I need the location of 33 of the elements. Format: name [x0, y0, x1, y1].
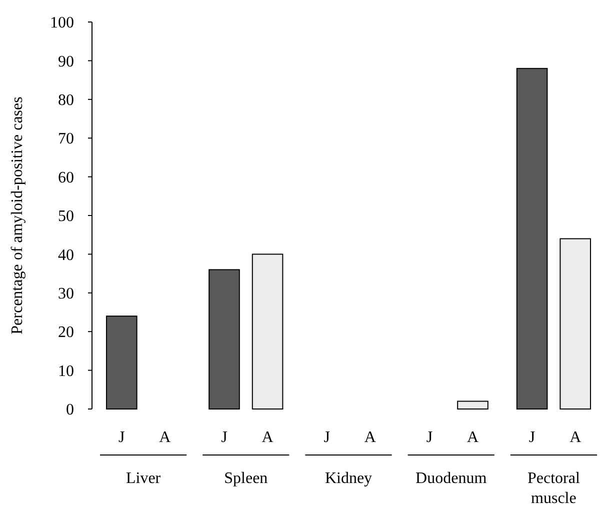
bar	[106, 316, 138, 410]
y-tick-label: 30	[58, 286, 74, 302]
y-tick-label: 0	[66, 402, 74, 419]
y-tick-label: 100	[50, 14, 74, 32]
text: A	[159, 429, 171, 446]
y-tick-label: 40	[58, 246, 74, 264]
y-tick-label: 80	[58, 92, 74, 109]
y-tick-label: 10	[58, 362, 74, 380]
bar	[560, 238, 592, 410]
text: J	[528, 429, 536, 446]
bar	[208, 269, 240, 410]
text: J	[221, 429, 228, 446]
bar	[457, 400, 488, 410]
series-label: J	[118, 429, 125, 446]
x-tick-label: Spleen	[224, 470, 268, 487]
x-tick-label: Duodenum	[416, 470, 488, 487]
y-axis-title: Percentage of amyloid-positive cases	[9, 96, 26, 334]
y-tick-label: 50	[58, 208, 74, 226]
text: J	[426, 429, 433, 446]
x-tick-label: Liver	[126, 470, 162, 487]
x-tick-label: Kidney	[324, 470, 372, 487]
y-tick-label: 70	[58, 130, 74, 148]
series-label: A	[262, 429, 274, 446]
y-tick-label: 90	[58, 53, 74, 70]
text: J	[324, 429, 330, 446]
text: A	[364, 429, 376, 446]
text: A	[570, 429, 582, 446]
y-tick-label: 60	[58, 169, 74, 186]
bar	[516, 68, 548, 410]
y-tick-label: 20	[58, 324, 74, 342]
bar	[252, 254, 284, 410]
text: A	[466, 429, 479, 446]
x-tick-label: Pectoral muscle	[527, 470, 580, 505]
